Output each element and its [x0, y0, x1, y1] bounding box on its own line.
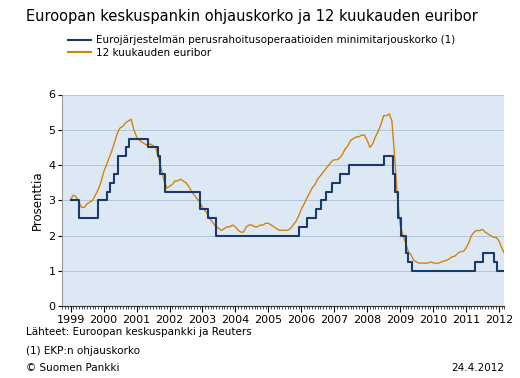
Text: 24.4.2012: 24.4.2012	[451, 363, 504, 373]
Y-axis label: Prosenttia: Prosenttia	[31, 170, 44, 230]
Text: Lähteet: Euroopan keskuspankki ja Reuters: Lähteet: Euroopan keskuspankki ja Reuter…	[26, 327, 252, 337]
Text: Euroopan keskuspankin ohjauskorko ja 12 kuukauden euribor: Euroopan keskuspankin ohjauskorko ja 12 …	[26, 9, 478, 25]
Text: (1) EKP:n ohjauskorko: (1) EKP:n ohjauskorko	[26, 346, 140, 356]
Legend: Eurojärjestelmän perusrahoitusoperaatioiden minimitarjouskorko (1), 12 kuukauden: Eurojärjestelmän perusrahoitusoperaatioi…	[68, 36, 455, 58]
Text: © Suomen Pankki: © Suomen Pankki	[26, 363, 120, 373]
